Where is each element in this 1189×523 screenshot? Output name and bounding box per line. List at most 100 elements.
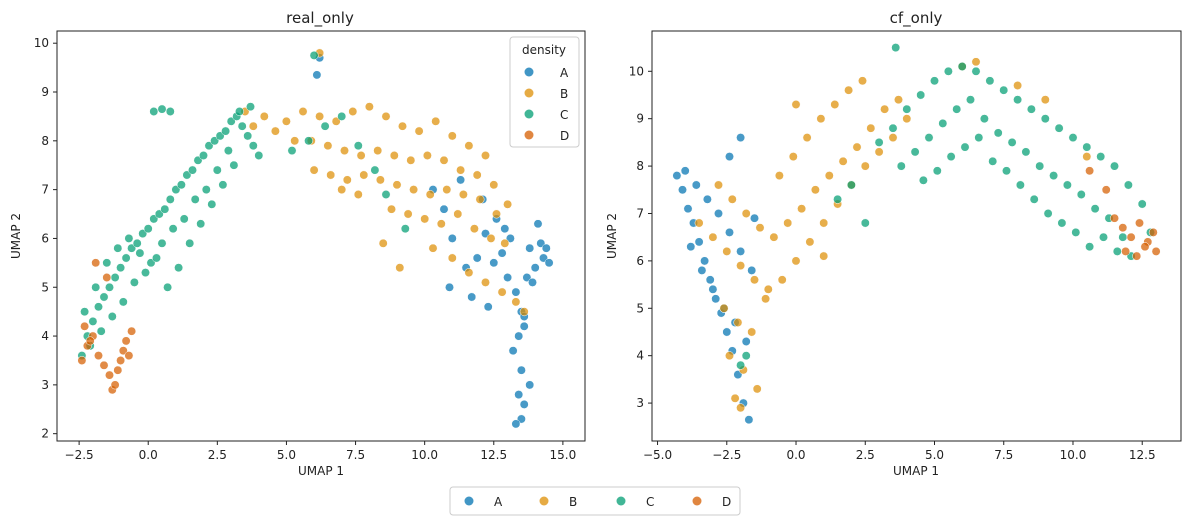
point-c — [160, 204, 170, 214]
x-tick-label: 2.5 — [856, 448, 875, 462]
point-b — [422, 151, 432, 160]
point-c — [1071, 227, 1081, 237]
point-b — [337, 185, 347, 195]
point-d — [1140, 242, 1150, 252]
point-c — [127, 243, 137, 253]
point-a — [725, 227, 734, 237]
point-a — [708, 284, 718, 294]
y-tick-label: 8 — [636, 159, 644, 173]
point-a — [714, 209, 723, 218]
point-c — [1029, 194, 1039, 204]
point-c — [229, 160, 239, 170]
point-c — [135, 248, 145, 258]
point-c — [99, 292, 109, 302]
point-a — [525, 243, 535, 253]
point-c — [163, 282, 173, 292]
point-c — [105, 282, 114, 292]
point-c — [132, 238, 142, 248]
figure-legend-entry-c: C — [616, 495, 654, 509]
point-b — [398, 121, 407, 131]
point-c — [116, 263, 126, 273]
point-b — [736, 261, 746, 271]
point-b — [326, 170, 336, 180]
point-c — [1040, 114, 1050, 124]
point-c — [1062, 180, 1072, 190]
point-c — [113, 243, 123, 253]
point-b — [403, 209, 413, 219]
point-d — [113, 365, 123, 375]
y-tick-label: 3 — [41, 378, 49, 392]
point-b — [797, 204, 807, 214]
point-a — [533, 219, 543, 229]
y-tick-label: 4 — [41, 329, 49, 343]
point-a — [700, 256, 710, 266]
point-b — [481, 277, 490, 287]
point-c — [212, 165, 222, 175]
point-b — [420, 214, 430, 224]
figure-legend-label-b: B — [569, 495, 577, 509]
point-c — [91, 282, 101, 292]
point-b — [364, 102, 374, 112]
point-c — [309, 50, 319, 60]
point-c — [96, 326, 106, 336]
point-b — [356, 151, 366, 160]
point-b — [511, 297, 521, 307]
point-b — [755, 223, 765, 233]
point-a — [467, 292, 477, 302]
point-c — [985, 76, 995, 86]
point-c — [1076, 190, 1086, 199]
point-b — [971, 57, 981, 67]
point-b — [819, 251, 829, 261]
point-d — [102, 273, 112, 282]
point-c — [910, 147, 920, 157]
point-b — [472, 170, 482, 180]
point-d — [1135, 218, 1144, 228]
figure-legend-marker-b — [539, 496, 549, 506]
point-b — [315, 111, 325, 121]
point-b — [464, 268, 474, 278]
point-a — [725, 152, 734, 162]
point-a — [511, 419, 521, 429]
figure-legend-entry-a: A — [464, 495, 503, 509]
point-b — [348, 107, 358, 116]
point-c — [902, 104, 912, 114]
point-c — [337, 111, 347, 121]
point-c — [1002, 166, 1011, 176]
point-a — [691, 180, 701, 190]
point-d — [110, 380, 120, 390]
point-b — [894, 95, 903, 105]
point-c — [152, 253, 161, 263]
point-b — [730, 393, 740, 403]
point-b — [858, 76, 867, 86]
point-c — [1007, 137, 1017, 147]
point-c — [741, 351, 751, 361]
point-a — [741, 337, 751, 346]
legend-label-b: B — [560, 87, 568, 101]
point-c — [190, 194, 200, 204]
figure-legend-label-a: A — [494, 495, 503, 509]
point-c — [107, 312, 117, 321]
legend-entry-b: B — [524, 87, 568, 101]
point-c — [165, 194, 175, 204]
point-b — [783, 218, 793, 228]
point-c — [370, 165, 380, 175]
point-c — [304, 136, 314, 146]
point-c — [1123, 180, 1133, 190]
point-c — [1035, 161, 1045, 171]
point-c — [204, 141, 214, 151]
point-b — [1082, 152, 1092, 162]
point-d — [1118, 223, 1128, 233]
point-b — [791, 256, 801, 266]
x-tick-label: 0.0 — [786, 448, 805, 462]
point-c — [157, 238, 167, 248]
point-a — [522, 273, 532, 282]
point-b — [750, 275, 759, 285]
point-a — [525, 380, 535, 390]
point-a — [472, 253, 482, 263]
point-c — [246, 102, 255, 112]
figure-legend-box — [449, 486, 741, 516]
point-c — [860, 218, 870, 228]
point-b — [414, 126, 424, 136]
point-c — [1112, 246, 1122, 256]
